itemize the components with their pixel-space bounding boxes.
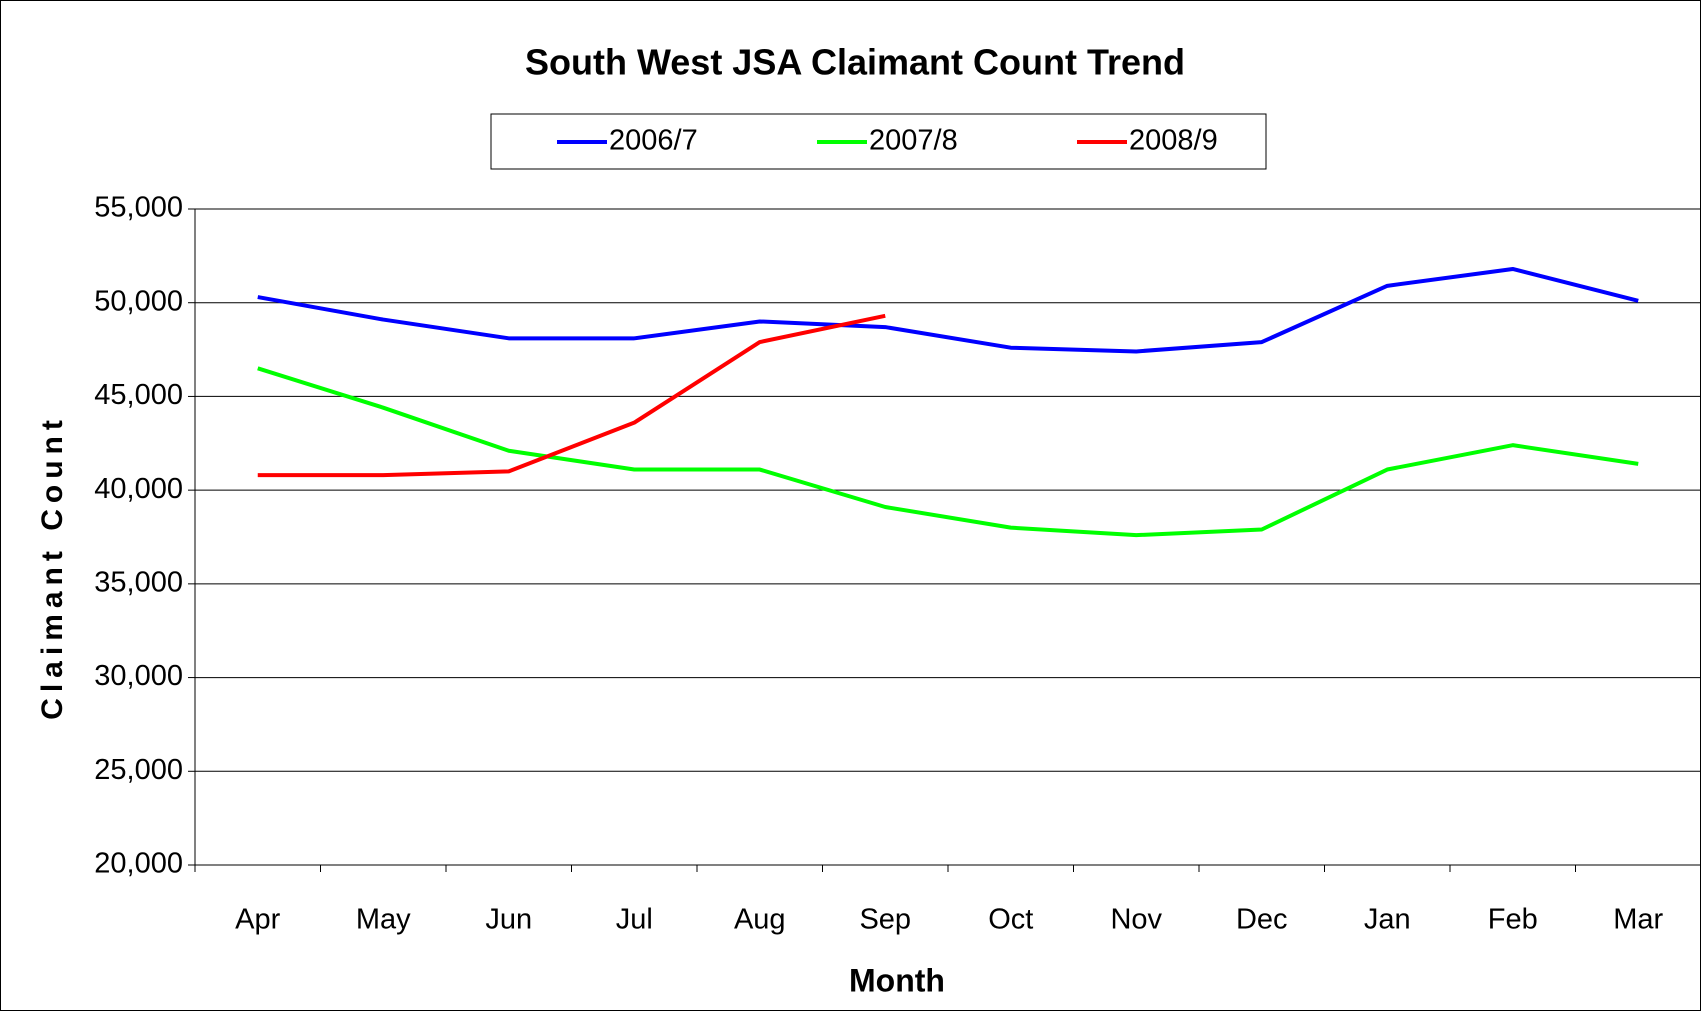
series-line	[257, 266, 1639, 354]
series-line	[257, 366, 1639, 538]
y-tick-label: 30,000	[94, 660, 183, 692]
legend-label: 2008/9	[1129, 125, 1218, 157]
x-tick-label: Aug	[734, 904, 786, 936]
x-tick-label: Jan	[1364, 904, 1411, 936]
y-tick-label: 45,000	[94, 379, 183, 411]
legend-label: 2007/8	[869, 125, 958, 157]
x-tick-label: Nov	[1110, 904, 1162, 936]
x-tick-label: Jun	[485, 904, 532, 936]
x-tick-label: Mar	[1613, 904, 1663, 936]
x-tick-label: May	[356, 904, 411, 936]
y-tick-label: 35,000	[94, 567, 183, 599]
y-axis-title: Claimant Count	[36, 414, 69, 720]
y-tick-label: 50,000	[94, 285, 183, 317]
x-tick-label: Jul	[616, 904, 653, 936]
x-tick-label: Sep	[859, 904, 911, 936]
x-axis-title: Month	[849, 962, 945, 998]
y-tick-label: 25,000	[94, 754, 183, 786]
x-tick-label: Oct	[988, 904, 1033, 936]
y-tick-label: 40,000	[94, 473, 183, 505]
chart-title: South West JSA Claimant Count Trend	[525, 42, 1185, 83]
y-tick-label: 55,000	[94, 192, 183, 224]
series-line	[257, 313, 886, 478]
y-tick-label: 20,000	[94, 848, 183, 880]
legend-label: 2006/7	[609, 125, 698, 157]
x-tick-label: Feb	[1488, 904, 1538, 936]
legend-box	[490, 113, 1267, 170]
x-tick-label: Apr	[235, 904, 280, 936]
x-tick-label: Dec	[1236, 904, 1288, 936]
